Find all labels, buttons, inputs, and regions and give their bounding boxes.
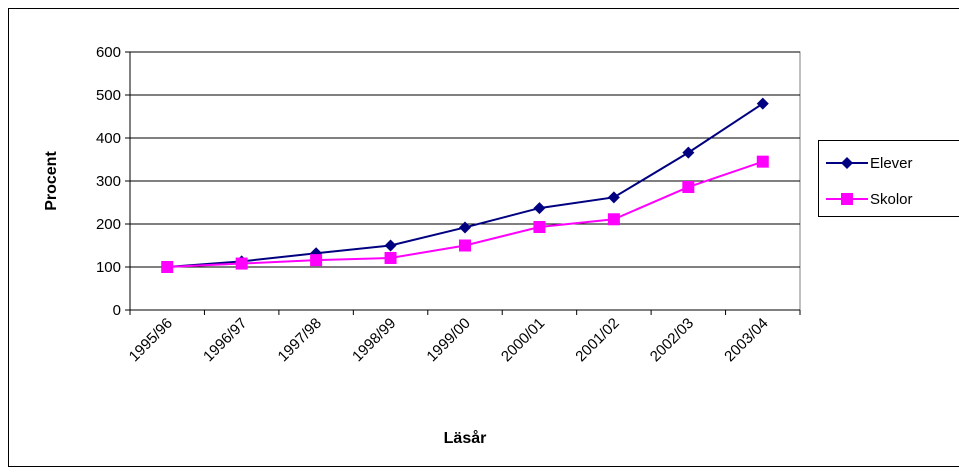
y-tick-label: 0 xyxy=(113,302,121,319)
marker xyxy=(607,213,620,226)
marker xyxy=(682,181,695,194)
marker xyxy=(459,239,471,252)
marker xyxy=(384,239,397,252)
y-tick-label: 300 xyxy=(96,173,121,190)
y-tick-label: 200 xyxy=(96,216,121,233)
y-tick-label: 500 xyxy=(96,87,121,104)
marker xyxy=(235,257,248,270)
y-tick-label: 100 xyxy=(96,259,121,276)
marker xyxy=(384,251,397,264)
y-tick-label: 600 xyxy=(96,44,121,61)
marker xyxy=(682,146,695,159)
marker xyxy=(607,191,620,204)
marker xyxy=(459,221,471,234)
legend-label: Elever xyxy=(870,155,913,172)
y-axis-label: Procent xyxy=(43,151,60,211)
marker xyxy=(533,202,546,215)
legend-label: Skolor xyxy=(870,191,913,208)
marker xyxy=(310,254,323,267)
marker xyxy=(533,221,546,234)
y-tick-label: 400 xyxy=(96,130,121,147)
x-axis-label: Läsår xyxy=(444,429,487,447)
marker xyxy=(756,155,769,168)
marker xyxy=(161,261,174,273)
legend-marker xyxy=(841,157,853,169)
marker xyxy=(756,97,769,110)
legend-marker xyxy=(841,193,853,205)
